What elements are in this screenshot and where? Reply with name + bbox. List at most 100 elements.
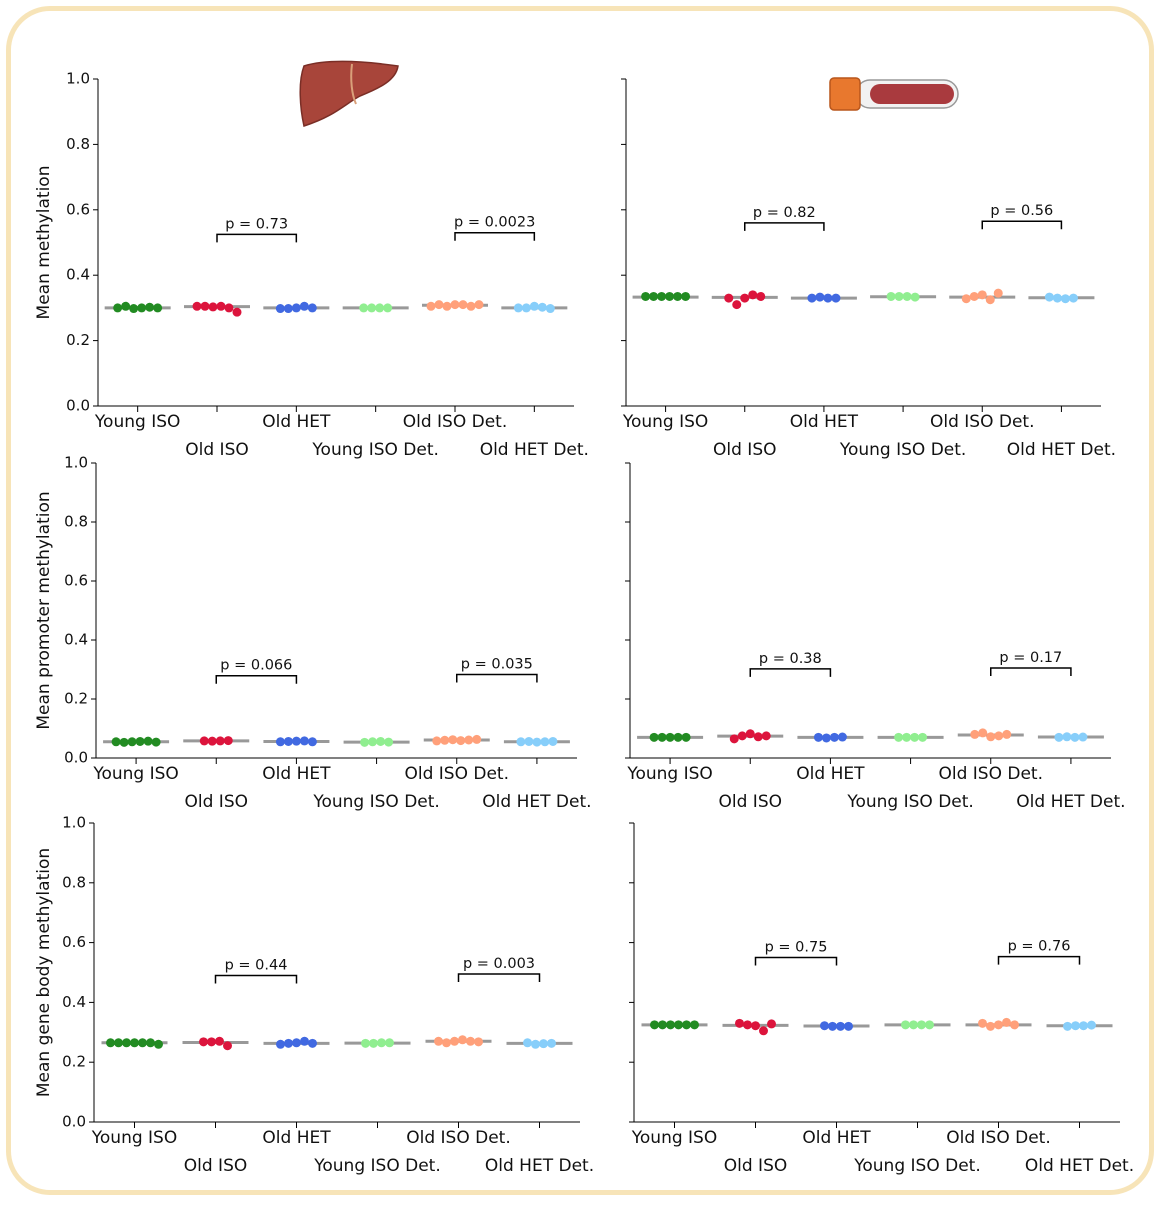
data-point — [300, 1036, 309, 1046]
data-point — [641, 291, 651, 301]
data-point — [450, 300, 460, 310]
data-point — [910, 732, 920, 742]
data-point — [539, 1039, 548, 1049]
data-point — [458, 300, 468, 310]
y-tick-label: 1.0 — [62, 814, 86, 832]
x-tick-label: Old ISO Det. — [938, 764, 1043, 784]
x-tick-label: Young ISO — [92, 764, 178, 784]
data-point — [925, 1020, 934, 1030]
data-point — [523, 1038, 532, 1048]
x-tick-label: Young ISO — [626, 764, 712, 784]
x-tick-label: Old HET Det. — [485, 1156, 594, 1176]
x-tick-label: Old ISO — [184, 1156, 247, 1176]
data-point — [284, 1038, 293, 1048]
data-point — [127, 737, 137, 747]
x-tick-label: Old HET Det. — [1025, 1156, 1134, 1176]
y-tick-label: 1.0 — [66, 70, 90, 88]
data-point — [513, 303, 523, 313]
data-point — [532, 737, 542, 747]
data-point — [1070, 732, 1080, 742]
significance-bracket — [456, 673, 538, 683]
y-axis-label: Mean methylation — [34, 166, 54, 320]
data-point — [902, 291, 912, 301]
data-point — [153, 303, 163, 313]
data-point — [977, 290, 987, 300]
x-tick-label: Young ISO Det. — [846, 792, 973, 812]
data-point — [521, 303, 531, 313]
data-point — [813, 732, 823, 742]
data-point — [199, 736, 209, 746]
data-point — [292, 1038, 301, 1048]
data-point — [970, 729, 980, 739]
data-point — [918, 732, 928, 742]
data-point — [807, 293, 817, 303]
data-point — [111, 737, 121, 747]
y-tick-label: 0.2 — [66, 331, 90, 349]
x-tick-label: Old ISO Det. — [403, 412, 508, 432]
data-point — [456, 736, 466, 746]
data-point — [368, 737, 378, 747]
p-value: p = 0.38 — [759, 651, 822, 667]
data-point — [432, 736, 442, 746]
data-point — [200, 301, 210, 311]
data-point — [910, 292, 920, 302]
data-point — [307, 303, 317, 313]
data-point — [673, 732, 683, 742]
p-value: p = 0.75 — [765, 940, 828, 956]
data-point — [448, 735, 458, 745]
p-value: p = 0.003 — [463, 956, 535, 972]
data-point — [529, 301, 539, 311]
data-point — [1079, 1021, 1088, 1031]
data-point — [375, 303, 385, 313]
x-tick-label: Young ISO Det. — [839, 440, 966, 460]
data-point — [1062, 732, 1072, 742]
data-point — [474, 300, 484, 310]
data-point — [474, 1037, 483, 1047]
frame — [6, 6, 1154, 1195]
data-point — [207, 1037, 216, 1047]
data-point — [894, 291, 904, 301]
data-point — [129, 304, 139, 314]
data-point — [531, 1039, 540, 1049]
significance-bracket — [981, 220, 1063, 230]
y-tick-label: 0.2 — [64, 690, 88, 708]
data-point — [464, 735, 474, 745]
data-point — [740, 293, 750, 303]
data-point — [681, 732, 691, 742]
data-point — [1002, 729, 1012, 739]
data-point — [894, 732, 904, 742]
data-point — [986, 1021, 995, 1031]
data-point — [426, 301, 436, 311]
data-point — [1010, 1020, 1019, 1030]
data-point — [545, 304, 555, 314]
significance-bracket — [215, 674, 298, 684]
x-tick-label: Young ISO Det. — [313, 1156, 440, 1176]
data-point — [756, 291, 766, 301]
data-point — [367, 303, 377, 313]
data-point — [837, 732, 847, 742]
data-point — [732, 300, 742, 310]
x-tick-label: Old ISO — [719, 792, 782, 812]
significance-bracket — [214, 974, 298, 984]
p-value: p = 0.44 — [225, 957, 288, 973]
data-point — [472, 734, 482, 744]
data-point — [658, 1020, 667, 1030]
data-point — [1054, 732, 1064, 742]
data-point — [917, 1020, 926, 1030]
data-point — [821, 733, 831, 743]
y-tick-label: 1.0 — [64, 454, 88, 472]
y-tick-label: 0.6 — [62, 933, 86, 951]
x-tick-label: Old HET — [802, 1128, 871, 1148]
data-point — [823, 293, 833, 303]
data-point — [729, 734, 739, 744]
data-point — [466, 301, 476, 311]
x-tick-label: Old ISO Det. — [406, 1128, 511, 1148]
data-point — [360, 737, 370, 747]
data-point — [283, 304, 293, 314]
x-tick-label: Young ISO Det. — [312, 792, 439, 812]
significance-bracket — [754, 956, 838, 966]
data-point — [434, 300, 444, 310]
x-tick-label: Young ISO — [91, 1128, 177, 1148]
data-point — [650, 1020, 659, 1030]
